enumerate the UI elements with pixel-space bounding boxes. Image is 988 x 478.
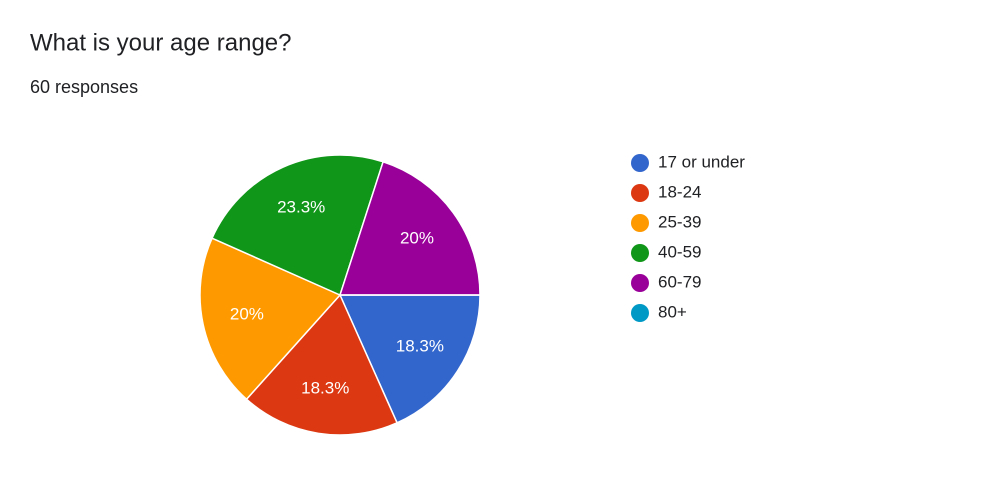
legend-label: 80+ [658, 302, 687, 321]
pie-slice [199, 237, 342, 401]
chart-subtitle: 60 responses [30, 77, 138, 97]
legend-swatch [631, 304, 649, 322]
slice-label: 20% [230, 304, 264, 323]
legend-swatch [631, 184, 649, 202]
legend-label: 25-39 [658, 212, 701, 231]
legend-swatch [631, 214, 649, 232]
slice-label: 18.3% [301, 379, 349, 398]
chart-title: What is your age range? [30, 29, 291, 56]
pie-slice [338, 294, 481, 424]
legend-label: 40-59 [658, 242, 701, 261]
pie-slice [211, 154, 385, 297]
slice-label: 20% [400, 228, 434, 247]
legend-label: 17 or under [658, 152, 745, 171]
legend-swatch [631, 154, 649, 172]
legend-label: 60-79 [658, 272, 701, 291]
legend-swatch [631, 274, 649, 292]
slice-label: 18.3% [396, 336, 444, 355]
slice-label: 23.3% [277, 198, 325, 217]
legend-swatch [631, 244, 649, 262]
pie-slice [245, 293, 399, 436]
legend-label: 18-24 [658, 182, 701, 201]
pie-slice [338, 160, 481, 296]
